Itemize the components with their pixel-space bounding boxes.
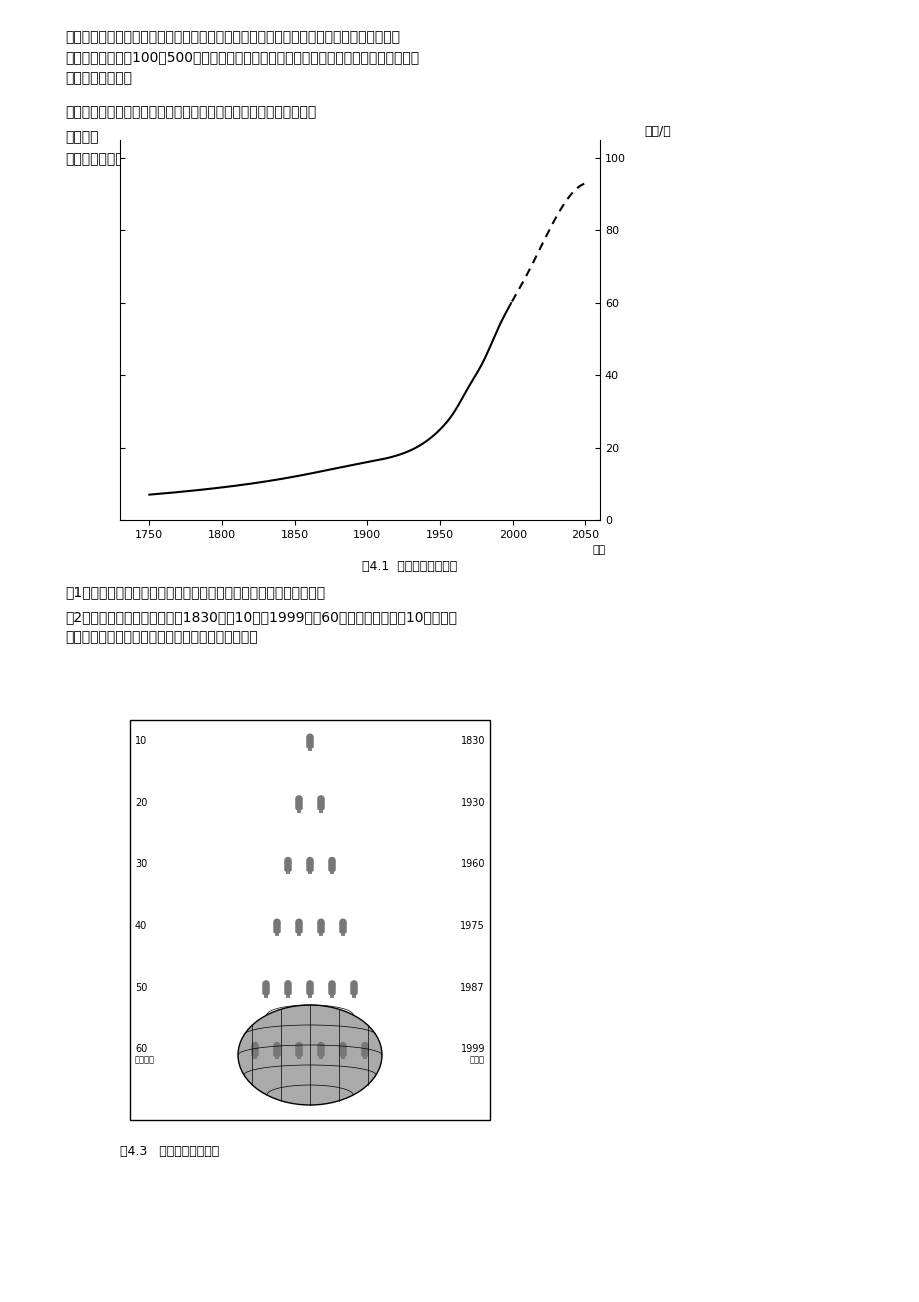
Text: 你知道现在地球上有多少人吗？地球上的人口总数是怎样变化的呢？: 你知道现在地球上有多少人吗？地球上的人口总数是怎样变化的呢？ [65,105,316,118]
Text: （2）、读图，计算世界人口从1830年的10亿到1999年的60亿，人口每次增加10亿所需的
时间。把结果填入表中，看看这些数值的变化规律。: （2）、读图，计算世界人口从1830年的10亿到1999年的60亿，人口每次增加… [65,611,457,644]
Text: （1）、世界人口增长可以分哪几个阶段？各阶段人口增长有何特点？: （1）、世界人口增长可以分哪几个阶段？各阶段人口增长有何特点？ [65,585,324,599]
Circle shape [307,734,312,741]
Circle shape [340,919,346,926]
Circle shape [350,980,357,987]
FancyBboxPatch shape [318,923,323,932]
FancyBboxPatch shape [329,984,335,995]
Text: 1975: 1975 [460,921,484,931]
FancyBboxPatch shape [307,984,312,995]
Ellipse shape [238,1005,381,1105]
Circle shape [340,1043,346,1048]
Text: 图4.1  世界人口增长曲线: 图4.1 世界人口增长曲线 [362,560,457,573]
Circle shape [296,919,301,926]
Text: 活动一：: 活动一： [65,130,98,145]
Circle shape [307,858,312,863]
FancyBboxPatch shape [307,862,312,871]
FancyBboxPatch shape [285,862,290,871]
FancyBboxPatch shape [340,1047,346,1056]
Text: 出来，被推测已具有初步直立行走的能力，可能会使用天然工具谋生。其次是南方古猿。他
们大致生活在距今100～500年以前，其中一些进步类型发展成能够制造工具的早期: 出来，被推测已具有初步直立行走的能力，可能会使用天然工具谋生。其次是南方古猿。他… [65,30,419,85]
Text: 图4.3   世界人口增长示意: 图4.3 世界人口增长示意 [119,1144,219,1157]
FancyBboxPatch shape [361,1047,368,1056]
Bar [130,720,490,1120]
Circle shape [318,1043,323,1048]
Circle shape [296,796,301,802]
Text: 1930: 1930 [460,798,484,807]
FancyBboxPatch shape [296,799,301,810]
Text: （年）: （年） [470,1056,484,1065]
FancyBboxPatch shape [263,984,268,995]
FancyBboxPatch shape [252,1047,257,1056]
Circle shape [274,919,279,926]
Circle shape [274,1043,279,1048]
FancyBboxPatch shape [340,923,346,932]
Text: 年份: 年份 [592,546,606,556]
Circle shape [263,980,268,987]
Text: 1987: 1987 [460,983,484,992]
FancyBboxPatch shape [274,1047,279,1056]
FancyBboxPatch shape [318,799,323,810]
FancyBboxPatch shape [329,862,335,871]
Text: 10: 10 [135,736,147,746]
FancyBboxPatch shape [274,923,279,932]
Circle shape [285,980,290,987]
Circle shape [307,980,312,987]
Text: 学生绘制图表、阅读图表，思考：: 学生绘制图表、阅读图表，思考： [65,152,190,165]
Text: 40: 40 [135,921,147,931]
Text: 1830: 1830 [460,736,484,746]
Circle shape [285,858,290,863]
Circle shape [318,796,323,802]
Circle shape [318,919,323,926]
FancyBboxPatch shape [318,1047,323,1056]
Text: 30: 30 [135,859,147,870]
Text: 60: 60 [135,1044,147,1055]
FancyBboxPatch shape [350,984,357,995]
Y-axis label: 人口/亿: 人口/亿 [643,125,670,138]
Circle shape [329,858,335,863]
Circle shape [252,1043,258,1048]
Text: 50: 50 [135,983,147,992]
FancyBboxPatch shape [296,923,301,932]
Text: 20: 20 [135,798,147,807]
Circle shape [361,1043,368,1048]
Text: 1999: 1999 [460,1044,484,1055]
Text: （亿人）: （亿人） [135,1056,154,1065]
Circle shape [329,980,335,987]
Circle shape [296,1043,301,1048]
FancyBboxPatch shape [296,1047,301,1056]
Text: 1960: 1960 [460,859,484,870]
FancyBboxPatch shape [285,984,290,995]
FancyBboxPatch shape [307,738,312,747]
